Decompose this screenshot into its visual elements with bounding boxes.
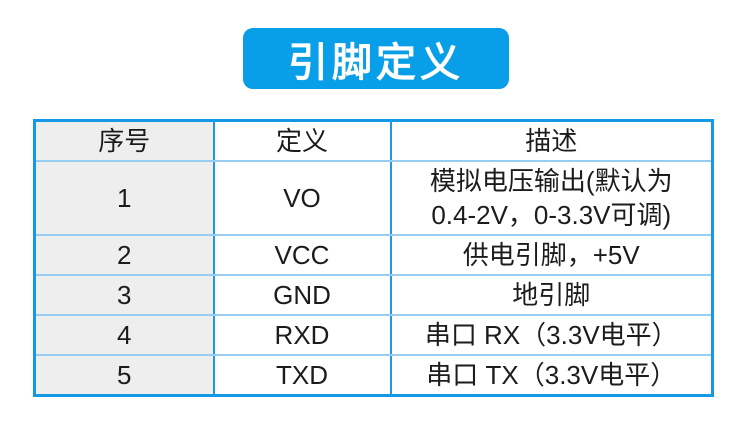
header-description: 描述 (389, 119, 714, 162)
cell-pin-name: VCC (212, 234, 392, 276)
cell-pin-description: 供电引脚，+5V (389, 234, 714, 276)
cell-pin-name: VO (212, 160, 392, 236)
section-title: 引脚定义 (288, 40, 464, 85)
cell-pin-name: RXD (212, 314, 392, 356)
header-index: 序号 (33, 119, 215, 162)
table-row: 1 VO 模拟电压输出(默认为 0.4-2V，0-3.3V可调) (33, 160, 714, 236)
table-row: 5 TXD 串口 TX（3.3V电平） (33, 354, 714, 397)
table-row: 4 RXD 串口 RX（3.3V电平） (33, 314, 714, 356)
table-row: 2 VCC 供电引脚，+5V (33, 234, 714, 276)
cell-pin-name: GND (212, 274, 392, 316)
cell-pin-description: 模拟电压输出(默认为 0.4-2V，0-3.3V可调) (389, 160, 714, 236)
cell-pin-number: 1 (33, 160, 215, 236)
cell-pin-number: 5 (33, 354, 215, 397)
cell-pin-number: 3 (33, 274, 215, 316)
pin-definition-table: 序号 定义 描述 1 VO 模拟电压输出(默认为 0.4-2V，0-3.3V可调… (33, 119, 714, 397)
table-row: 3 GND 地引脚 (33, 274, 714, 316)
table-header-row: 序号 定义 描述 (33, 119, 714, 162)
cell-pin-description: 地引脚 (389, 274, 714, 316)
cell-pin-name: TXD (212, 354, 392, 397)
cell-pin-number: 4 (33, 314, 215, 356)
header-definition: 定义 (212, 119, 392, 162)
cell-pin-number: 2 (33, 234, 215, 276)
cell-pin-description: 串口 TX（3.3V电平） (389, 354, 714, 397)
section-title-banner: 引脚定义 (243, 28, 509, 89)
cell-pin-description: 串口 RX（3.3V电平） (389, 314, 714, 356)
